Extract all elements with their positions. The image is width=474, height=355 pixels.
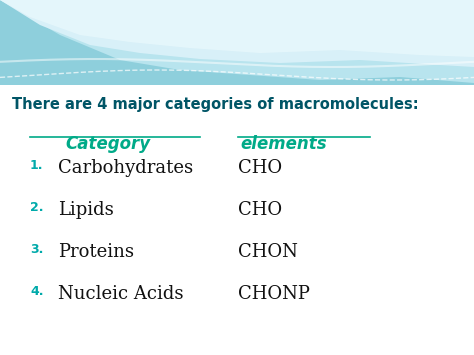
Text: 2.: 2. (30, 201, 44, 214)
Text: elements: elements (240, 135, 327, 153)
Text: 4.: 4. (30, 285, 44, 298)
Polygon shape (0, 0, 474, 85)
Text: Proteins: Proteins (58, 243, 134, 261)
Text: 3.: 3. (30, 243, 44, 256)
Text: Carbohydrates: Carbohydrates (58, 159, 193, 177)
Text: CHON: CHON (238, 243, 298, 261)
Text: There are 4 major categories of macromolecules:: There are 4 major categories of macromol… (12, 97, 419, 112)
Text: Category: Category (65, 135, 150, 153)
Text: Lipids: Lipids (58, 201, 114, 219)
Text: CHONP: CHONP (238, 285, 310, 303)
Text: CHO: CHO (238, 201, 282, 219)
Text: Nucleic Acids: Nucleic Acids (58, 285, 183, 303)
Polygon shape (0, 0, 474, 57)
Text: 1.: 1. (30, 159, 44, 172)
Polygon shape (0, 0, 474, 83)
Text: CHO: CHO (238, 159, 282, 177)
Polygon shape (0, 0, 474, 67)
